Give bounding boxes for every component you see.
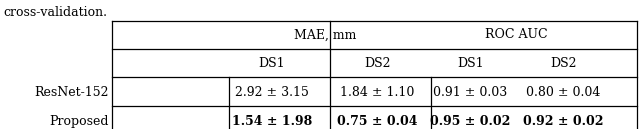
Text: ResNet-152: ResNet-152 [35,86,109,99]
Text: MAE, mm: MAE, mm [294,28,356,41]
Text: DS2: DS2 [364,57,391,70]
Text: 1.54 ± 1.98: 1.54 ± 1.98 [232,115,312,128]
Text: 0.75 ± 0.04: 0.75 ± 0.04 [337,115,418,128]
Text: 2.92 ± 3.15: 2.92 ± 3.15 [235,86,309,99]
Text: 0.92 ± 0.02: 0.92 ± 0.02 [523,115,604,128]
Text: cross-validation.: cross-validation. [3,6,108,19]
Text: Proposed: Proposed [49,115,109,128]
Text: ROC AUC: ROC AUC [486,28,548,41]
Text: 0.95 ± 0.02: 0.95 ± 0.02 [430,115,511,128]
Text: DS1: DS1 [457,57,484,70]
Text: 0.80 ± 0.04: 0.80 ± 0.04 [526,86,600,99]
Text: DS1: DS1 [259,57,285,70]
Text: 0.91 ± 0.03: 0.91 ± 0.03 [433,86,508,99]
Text: DS2: DS2 [550,57,577,70]
Text: 1.84 ± 1.10: 1.84 ± 1.10 [340,86,415,99]
